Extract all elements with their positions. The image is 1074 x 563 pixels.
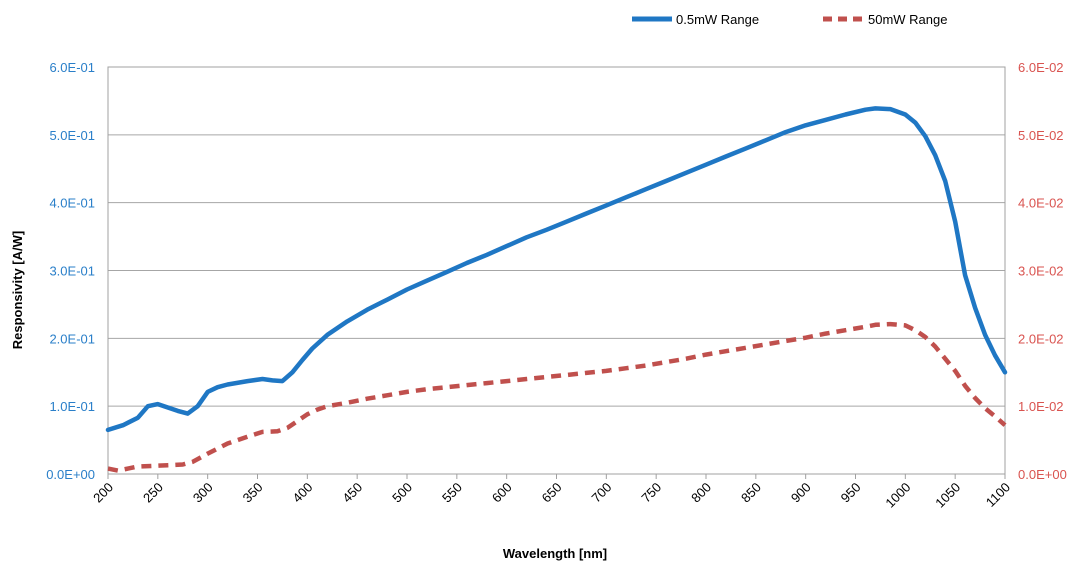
- y-axis-title: Responsivity [A/W]: [10, 231, 25, 349]
- y-right-tick-label: 4.0E-02: [1018, 196, 1064, 211]
- y-right-tick-label: 2.0E-02: [1018, 331, 1064, 346]
- y-right-tick-label: 1.0E-02: [1018, 399, 1064, 414]
- y-left-tick-label: 4.0E-01: [49, 196, 95, 211]
- y-right-tick-label: 5.0E-02: [1018, 128, 1064, 143]
- legend-label-series-1: 0.5mW Range: [676, 12, 759, 27]
- y-left-tick-label: 3.0E-01: [49, 264, 95, 279]
- series-layer: [105, 106, 1008, 473]
- y-axis-left-ticks: 0.0E+00 1.0E-01 2.0E-01 3.0E-01 4.0E-01 5.0E-…: [46, 60, 95, 482]
- legend-label-series-2: 50mW Range: [868, 12, 947, 27]
- y-right-tick-label: 3.0E-02: [1018, 264, 1064, 279]
- y-left-tick-label: 6.0E-01: [49, 60, 95, 75]
- x-axis-title: Wavelength [nm]: [503, 546, 607, 561]
- y-right-tick-label: 0.0E+00: [1018, 467, 1067, 482]
- y-left-tick-label: 0.0E+00: [46, 467, 95, 482]
- y-left-tick-label: 5.0E-01: [49, 128, 95, 143]
- series-line-1: [105, 106, 1008, 433]
- y-axis-right-ticks: 0.0E+00 1.0E-02 2.0E-02 3.0E-02 4.0E-02 5.0E-…: [1018, 60, 1067, 482]
- series-line-2: [107, 321, 1007, 473]
- y-right-tick-label: 6.0E-02: [1018, 60, 1064, 75]
- legend: 0.5mW Range 50mW Range: [632, 12, 947, 27]
- y-left-tick-label: 2.0E-01: [49, 331, 95, 346]
- y-left-tick-label: 1.0E-01: [49, 399, 95, 414]
